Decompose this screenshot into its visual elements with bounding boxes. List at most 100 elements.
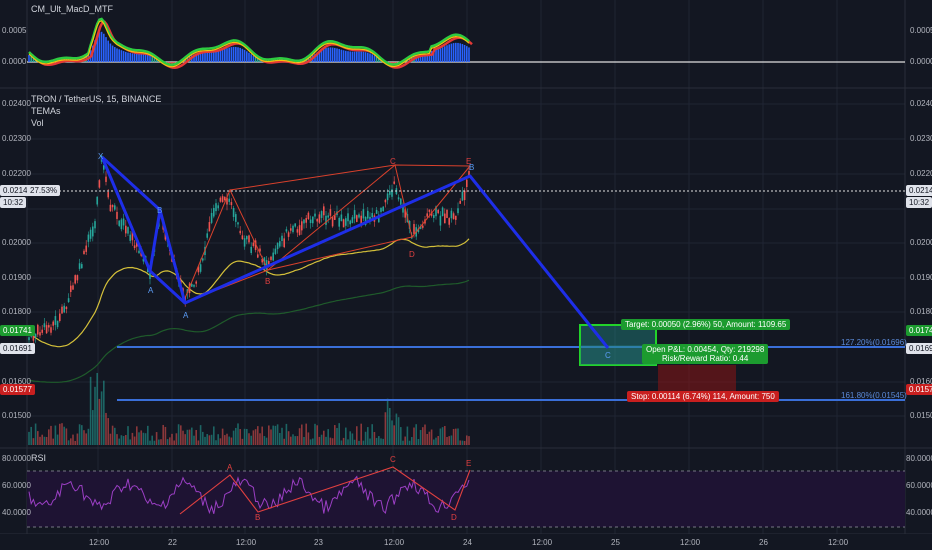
candle-body <box>268 261 270 266</box>
candle-body <box>125 225 127 234</box>
study-temas[interactable]: TEMAs <box>31 106 61 116</box>
volume-bar <box>78 424 81 445</box>
volume-bar <box>252 430 255 445</box>
macd-histogram-bar <box>235 46 237 62</box>
volume-bar <box>340 440 343 445</box>
volume-bar <box>338 423 340 445</box>
volume-bar <box>215 440 217 445</box>
volume-bar <box>228 436 230 445</box>
volume-bar <box>67 440 70 445</box>
volume-bar <box>430 429 433 445</box>
candle-body <box>224 196 226 201</box>
candle-body <box>327 215 329 218</box>
candle-body <box>131 230 134 241</box>
macd-histogram-bar <box>219 50 222 62</box>
blue-xabcd-pattern[interactable] <box>100 155 610 349</box>
volume-bar <box>450 435 453 445</box>
candle-body <box>384 199 387 203</box>
candle-body <box>338 217 340 227</box>
volume-bar <box>43 436 46 445</box>
candle-body <box>202 258 204 261</box>
volume-bar <box>241 438 244 445</box>
volume-bar <box>142 432 145 445</box>
macd-histogram-bar <box>131 53 134 62</box>
stop-zone[interactable] <box>658 365 736 395</box>
macd-histogram-bar <box>314 53 316 62</box>
macd-histogram-bar <box>147 54 149 62</box>
macd-histogram-bar <box>94 40 96 62</box>
candle-body <box>397 197 400 200</box>
symbol-title[interactable]: TRON / TetherUS, 15, BINANCE <box>31 94 162 104</box>
macd-histogram-bar <box>202 52 204 62</box>
volume-bar <box>162 424 164 445</box>
volume-bar <box>452 428 455 445</box>
volume-bar <box>290 436 292 445</box>
volume-bar <box>323 430 325 445</box>
macd-histogram-bar <box>426 54 428 62</box>
macd-tick-left-0000: 0.0000 <box>2 57 27 66</box>
tema-slow-line <box>28 279 470 383</box>
price-tick-right: 0.02400 <box>910 99 932 108</box>
candle-body <box>417 228 420 233</box>
volume-bar <box>45 436 48 445</box>
candle-body <box>312 216 314 224</box>
macd-histogram-bar <box>109 43 112 62</box>
candle-body <box>433 215 435 218</box>
volume-bar <box>72 434 74 445</box>
macd-histogram-bar <box>226 48 228 62</box>
pattern-label-a2: A <box>183 311 189 320</box>
macd-histogram-bar <box>173 62 175 64</box>
volume-bar <box>287 431 290 445</box>
price-tick-left: 0.02000 <box>2 238 31 247</box>
candle-body <box>375 209 378 214</box>
volume-bar <box>182 430 184 445</box>
rsi-title[interactable]: RSI <box>31 453 47 463</box>
volume-bar <box>151 435 153 445</box>
candle-body <box>287 232 290 237</box>
volume-bar <box>457 428 459 445</box>
macd-title[interactable]: CM_Ult_MacD_MTF <box>31 4 114 14</box>
candle-body <box>76 275 79 281</box>
candle-body <box>360 215 362 225</box>
candle-body <box>272 252 274 261</box>
volume-bar <box>50 425 52 445</box>
candle-body <box>283 238 285 248</box>
volume-bar <box>160 439 162 445</box>
candle-body <box>301 221 303 231</box>
volume-bar <box>391 420 393 445</box>
volume-bar <box>419 430 422 445</box>
volume-bar <box>380 438 382 445</box>
volume-bar <box>239 429 241 445</box>
target-info-box[interactable]: Target: 0.00050 (2.96%) 50, Amount: 1109… <box>621 319 791 330</box>
candle-body <box>331 217 334 227</box>
candle-body <box>413 224 415 234</box>
candle-body <box>52 321 54 326</box>
macd-histogram-bar <box>120 50 123 62</box>
time-tick: 26 <box>759 538 768 547</box>
volume-bar <box>98 398 101 445</box>
candle-body <box>314 213 316 217</box>
pnl-info-box[interactable]: Open P&L: 0.00454, Qty: 219298 Risk/Rewa… <box>642 344 769 364</box>
time-axis[interactable]: 12:00 22 12:00 23 12:00 24 12:00 25 12:0… <box>0 534 932 550</box>
price-tick-left: 0.01500 <box>2 411 31 420</box>
volume-bar <box>208 435 211 445</box>
volume-bar <box>298 428 301 445</box>
macd-histogram-bar <box>204 52 206 62</box>
volume-bar <box>136 426 138 445</box>
volume-bar <box>184 434 186 445</box>
macd-histogram-bar <box>329 47 332 62</box>
study-vol[interactable]: Vol <box>31 118 44 128</box>
volume-bar <box>371 424 373 445</box>
candle-body <box>206 233 208 238</box>
time-tick: 25 <box>611 538 620 547</box>
macd-histogram-bar <box>232 46 235 62</box>
volume-bar <box>144 433 147 445</box>
stop-info-box[interactable]: Stop: 0.00114 (6.74%) 114, Amount: 750 <box>627 391 779 402</box>
volume-bar <box>461 440 464 445</box>
volume-bar <box>373 431 376 445</box>
pattern-label-c2: C <box>390 157 396 166</box>
candle-body <box>221 196 224 203</box>
rsi-tick-left: 80.0000 <box>2 454 31 463</box>
macd-histogram-bar <box>450 43 453 62</box>
